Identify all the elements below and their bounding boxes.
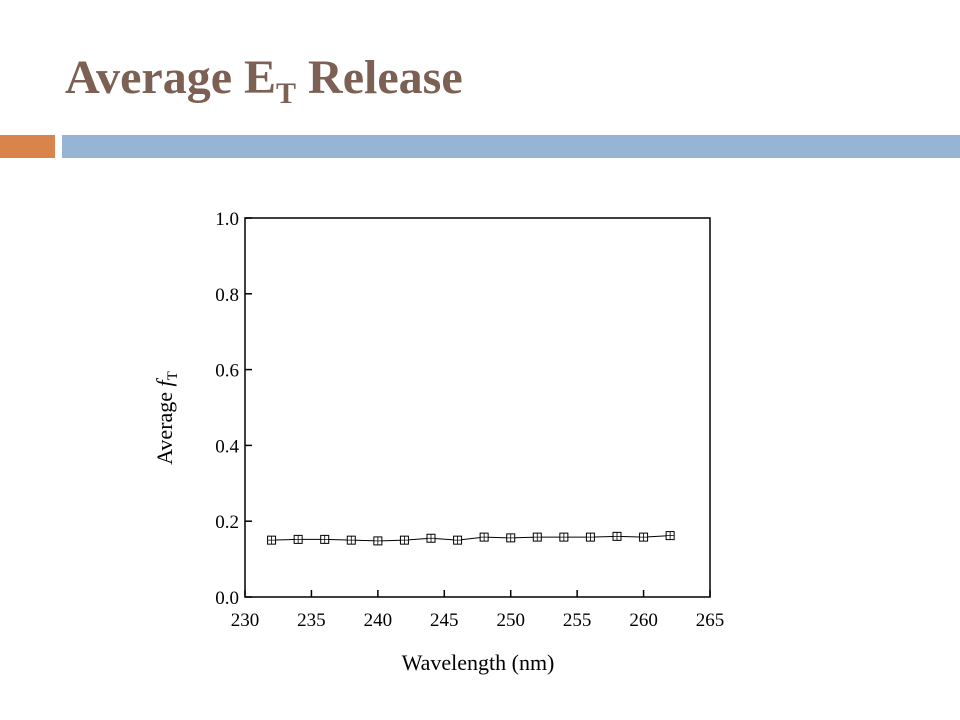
marker-cross	[533, 533, 542, 542]
marker-cross	[666, 531, 675, 540]
marker-cross	[373, 536, 382, 545]
slide-title: Average ET Release	[65, 51, 463, 110]
header-bar	[62, 135, 960, 158]
x-tick-label: 230	[231, 610, 260, 631]
y-tick-label: 0.6	[215, 361, 239, 382]
marker-cross	[267, 536, 276, 545]
marker-cross	[506, 533, 515, 542]
title-subscript: T	[276, 77, 296, 110]
plot-frame	[244, 217, 711, 598]
x-tick-label: 250	[496, 610, 525, 631]
x-tick-label: 265	[696, 610, 725, 631]
marker-cross	[347, 536, 356, 545]
marker-cross	[639, 533, 648, 542]
marker-cross	[480, 533, 489, 542]
x-axis-label: Wavelength (nm)	[402, 650, 555, 675]
marker-cross	[320, 535, 329, 544]
x-tick-label: 245	[430, 610, 459, 631]
y-label-subscript: T	[165, 371, 181, 380]
marker-cross	[559, 533, 568, 542]
marker-cross	[400, 536, 409, 545]
x-tick-label: 255	[563, 610, 592, 631]
y-tick-label: 0.8	[215, 285, 239, 306]
marker-cross	[613, 532, 621, 541]
x-tick-label: 240	[364, 610, 393, 631]
y-axis-label: Average fT	[152, 371, 181, 465]
accent-bar	[0, 135, 55, 158]
y-tick-label: 0.4	[215, 436, 239, 457]
x-tick-label: 235	[297, 610, 326, 631]
series-line	[271, 535, 671, 542]
title-text: Average E	[65, 51, 276, 104]
marker-cross	[427, 534, 435, 543]
y-tick-label: 1.0	[215, 209, 239, 230]
y-label-text: Average	[152, 386, 177, 464]
y-tick-label: 0.2	[215, 512, 239, 533]
marker-cross	[294, 535, 303, 544]
marker-cross	[453, 536, 462, 545]
y-tick-label: 0.0	[215, 588, 239, 609]
y-label-italic: f	[152, 377, 177, 386]
marker-cross	[586, 533, 595, 542]
title-suffix: Release	[308, 51, 463, 104]
x-tick-label: 260	[629, 610, 658, 631]
